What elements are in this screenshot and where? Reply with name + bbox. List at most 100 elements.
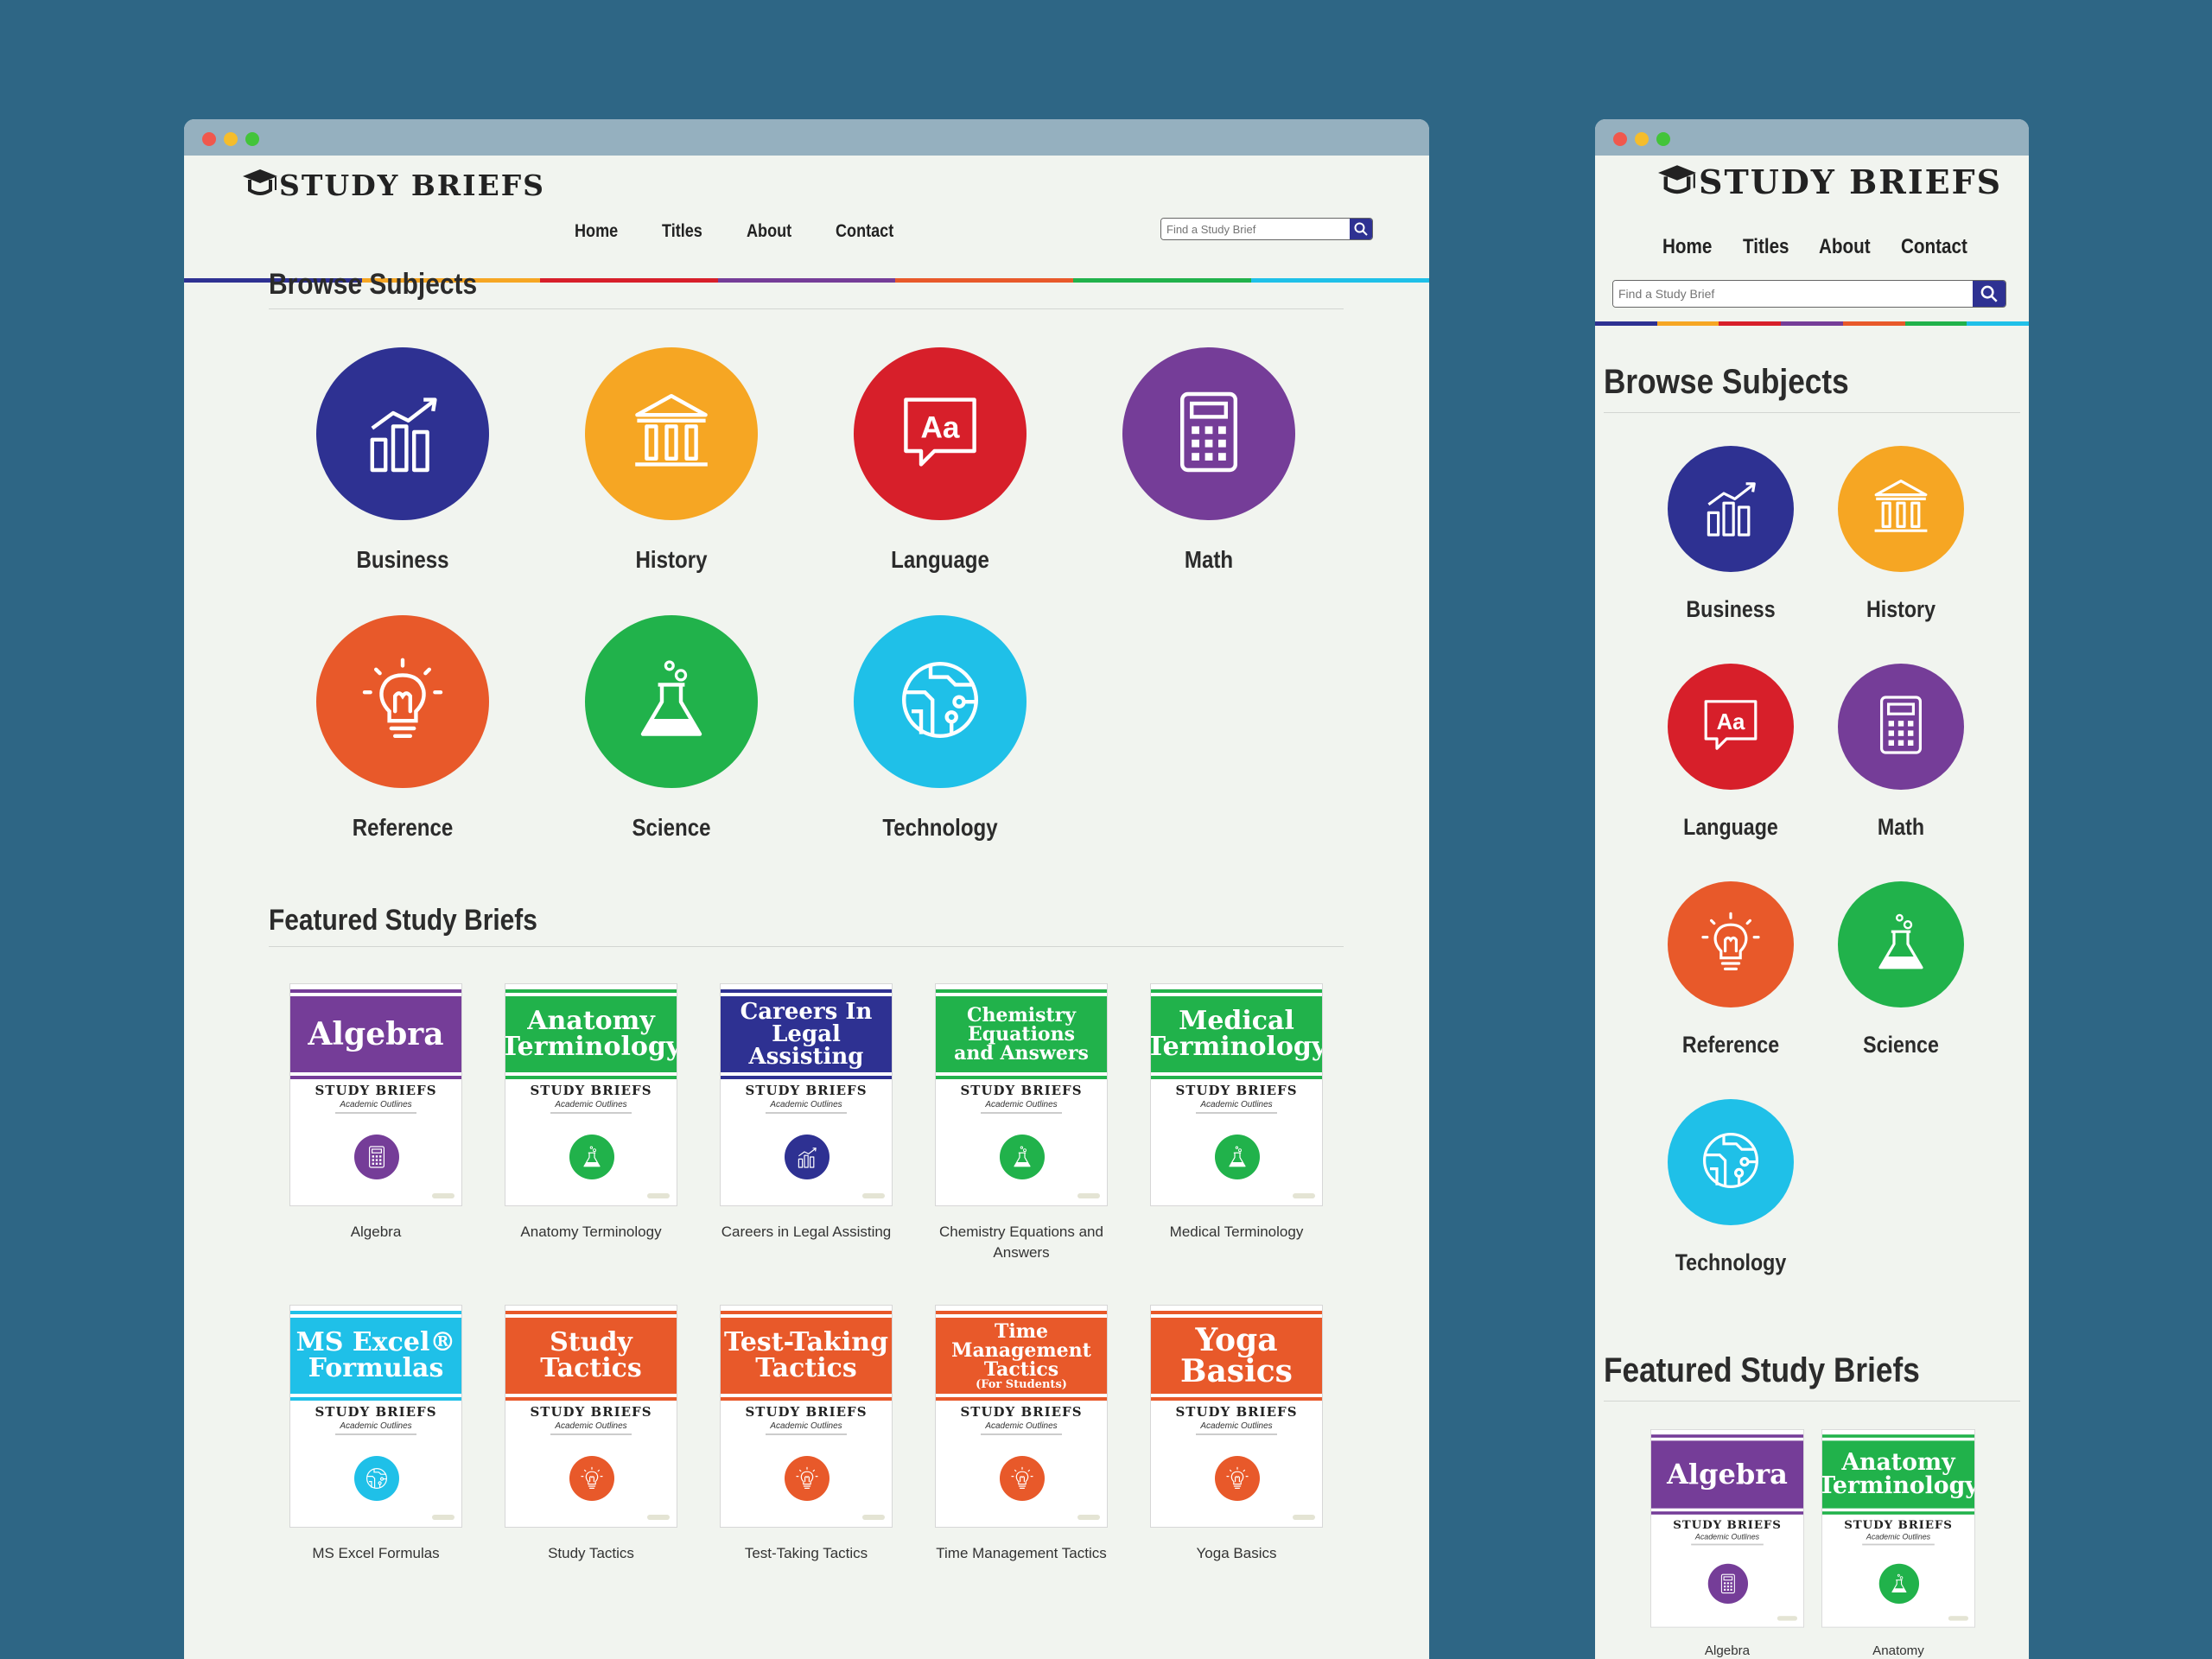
book-cover[interactable]: Test-Taking Tactics STUDY BRIEFS Academic O…: [720, 1305, 893, 1528]
subject-circle[interactable]: [1838, 664, 1964, 790]
close-window-button[interactable]: [202, 132, 216, 146]
book-cover[interactable]: MS Excel® Formulas STUDY BRIEFS Academic Ou…: [289, 1305, 462, 1528]
maximize-window-button[interactable]: [245, 132, 259, 146]
subject-math[interactable]: Math: [1821, 664, 1981, 841]
featured-book[interactable]: Anatomy Terminology STUDY BRIEFS Academic O…: [1821, 1429, 1975, 1659]
subject-label[interactable]: Science: [632, 814, 711, 841]
subject-circle[interactable]: [1668, 1099, 1794, 1225]
featured-book[interactable]: Time Management Tactics (For Students) STUD…: [935, 1305, 1108, 1564]
featured-book[interactable]: MS Excel® Formulas STUDY BRIEFS Academic Ou…: [289, 1305, 462, 1564]
subject-label[interactable]: Reference: [1681, 1032, 1780, 1058]
minimize-window-button[interactable]: [1635, 132, 1649, 146]
book-caption[interactable]: Study Tactics: [548, 1545, 634, 1561]
subject-circle[interactable]: Aa: [854, 347, 1027, 520]
search-input[interactable]: [1613, 281, 1974, 307]
subject-science[interactable]: Science: [568, 615, 775, 842]
subject-circle[interactable]: [1668, 881, 1794, 1007]
subject-business[interactable]: Business: [1650, 446, 1811, 623]
search-button[interactable]: [1350, 219, 1372, 239]
book-cover[interactable]: Study Tactics STUDY BRIEFS Academic Outline…: [505, 1305, 677, 1528]
featured-book[interactable]: Careers In Legal Assisting STUDY BRIEFS Aca…: [720, 983, 893, 1243]
book-caption[interactable]: Test-Taking Tactics: [744, 1545, 868, 1561]
nav-about[interactable]: About: [1818, 235, 1871, 258]
book-caption[interactable]: Yoga Basics: [1196, 1545, 1277, 1561]
book-caption[interactable]: Algebra: [1704, 1643, 1751, 1658]
minimize-window-button[interactable]: [224, 132, 238, 146]
subject-label[interactable]: Science: [1863, 1032, 1939, 1058]
featured-book[interactable]: Chemistry Equations and Answers STUDY BRIEF…: [935, 983, 1108, 1263]
subject-science[interactable]: Science: [1821, 881, 1981, 1058]
book-caption[interactable]: Algebra: [350, 1224, 402, 1240]
book-cover[interactable]: Chemistry Equations and Answers STUDY BRIEF…: [935, 983, 1108, 1206]
subject-circle[interactable]: [1838, 881, 1964, 1007]
nav-titles[interactable]: Titles: [1742, 235, 1789, 258]
nav-home[interactable]: Home: [1662, 235, 1713, 258]
featured-book[interactable]: Medical Terminology STUDY BRIEFS Academic O…: [1150, 983, 1323, 1243]
subject-circle[interactable]: [1668, 446, 1794, 572]
book-caption[interactable]: Medical Terminology: [1169, 1224, 1304, 1240]
book-cover[interactable]: Medical Terminology STUDY BRIEFS Academic O…: [1150, 983, 1323, 1206]
nav-home[interactable]: Home: [575, 221, 619, 241]
subject-circle[interactable]: [585, 347, 758, 520]
subject-business[interactable]: Business: [299, 347, 506, 574]
subject-label[interactable]: Language: [891, 546, 989, 573]
subject-label[interactable]: Language: [1683, 814, 1778, 840]
featured-book[interactable]: Study Tactics STUDY BRIEFS Academic Outline…: [505, 1305, 677, 1564]
book-cover[interactable]: Algebra STUDY BRIEFS Academic Outlines: [289, 983, 462, 1206]
site-logo[interactable]: STUDY BRIEFS: [1656, 162, 2002, 201]
nav-contact[interactable]: Contact: [1901, 235, 1968, 258]
featured-book[interactable]: Test-Taking Tactics STUDY BRIEFS Academic O…: [720, 1305, 893, 1564]
maximize-window-button[interactable]: [1656, 132, 1670, 146]
subject-reference[interactable]: Reference: [299, 615, 506, 842]
subject-label[interactable]: Technology: [882, 814, 998, 841]
site-logo[interactable]: STUDY BRIEFS: [241, 168, 545, 202]
subject-reference[interactable]: Reference: [1650, 881, 1811, 1058]
subject-math[interactable]: Math: [1105, 347, 1313, 574]
close-window-button[interactable]: [1613, 132, 1627, 146]
book-cover[interactable]: Time Management Tactics (For Students) STUD…: [935, 1305, 1108, 1528]
subject-history[interactable]: History: [568, 347, 775, 574]
subject-label[interactable]: Business: [356, 546, 449, 573]
search-input[interactable]: [1161, 219, 1351, 239]
book-cover[interactable]: Algebra STUDY BRIEFS Academic Outlines: [1650, 1429, 1804, 1628]
book-cover[interactable]: Anatomy Terminology STUDY BRIEFS Academic O…: [1821, 1429, 1975, 1628]
book-caption[interactable]: Chemistry Equations and Answers: [939, 1224, 1103, 1261]
subject-technology[interactable]: Technology: [1650, 1099, 1811, 1276]
subject-label[interactable]: Math: [1877, 814, 1925, 840]
book-caption[interactable]: MS Excel Formulas: [312, 1545, 440, 1561]
subject-technology[interactable]: Technology: [836, 615, 1044, 842]
cover-subtitle: Academic Outlines: [985, 1100, 1058, 1109]
nav-contact[interactable]: Contact: [836, 221, 894, 241]
book-cover[interactable]: Anatomy Terminology STUDY BRIEFS Academic O…: [505, 983, 677, 1206]
subject-circle[interactable]: [316, 615, 489, 788]
subject-label[interactable]: Reference: [352, 814, 454, 841]
featured-book[interactable]: Yoga Basics STUDY BRIEFS Academic Outlines…: [1150, 1305, 1323, 1564]
subject-circle[interactable]: [316, 347, 489, 520]
subject-circle[interactable]: [854, 615, 1027, 788]
featured-book[interactable]: Algebra STUDY BRIEFS Academic Outlines Alge…: [289, 983, 462, 1243]
subject-language[interactable]: Aa Language: [1650, 664, 1811, 841]
subject-circle[interactable]: [585, 615, 758, 788]
nav-titles[interactable]: Titles: [662, 221, 703, 241]
subject-circle[interactable]: [1838, 446, 1964, 572]
subject-circle[interactable]: Aa: [1668, 664, 1794, 790]
book-title-band: Algebra: [290, 996, 461, 1072]
subject-language[interactable]: Aa Language: [836, 347, 1044, 574]
nav-about[interactable]: About: [746, 221, 791, 241]
subject-label[interactable]: Technology: [1675, 1249, 1787, 1275]
subject-label[interactable]: History: [1866, 596, 1936, 622]
subject-history[interactable]: History: [1821, 446, 1981, 623]
book-caption[interactable]: Careers in Legal Assisting: [721, 1224, 892, 1240]
book-caption[interactable]: Anatomy Terminology: [520, 1224, 662, 1240]
subject-circle[interactable]: [1122, 347, 1295, 520]
book-cover[interactable]: Careers In Legal Assisting STUDY BRIEFS Aca…: [720, 983, 893, 1206]
subject-label[interactable]: Math: [1184, 546, 1234, 573]
subject-label[interactable]: History: [635, 546, 708, 573]
subject-label[interactable]: Business: [1686, 596, 1776, 622]
book-caption[interactable]: Anatomy: [1872, 1643, 1924, 1658]
featured-book[interactable]: Anatomy Terminology STUDY BRIEFS Academic O…: [505, 983, 677, 1243]
featured-book[interactable]: Algebra STUDY BRIEFS Academic Outlines Alge…: [1650, 1429, 1804, 1659]
book-caption[interactable]: Time Management Tactics: [936, 1545, 1107, 1561]
search-button[interactable]: [1973, 281, 2005, 307]
book-cover[interactable]: Yoga Basics STUDY BRIEFS Academic Outlines: [1150, 1305, 1323, 1528]
